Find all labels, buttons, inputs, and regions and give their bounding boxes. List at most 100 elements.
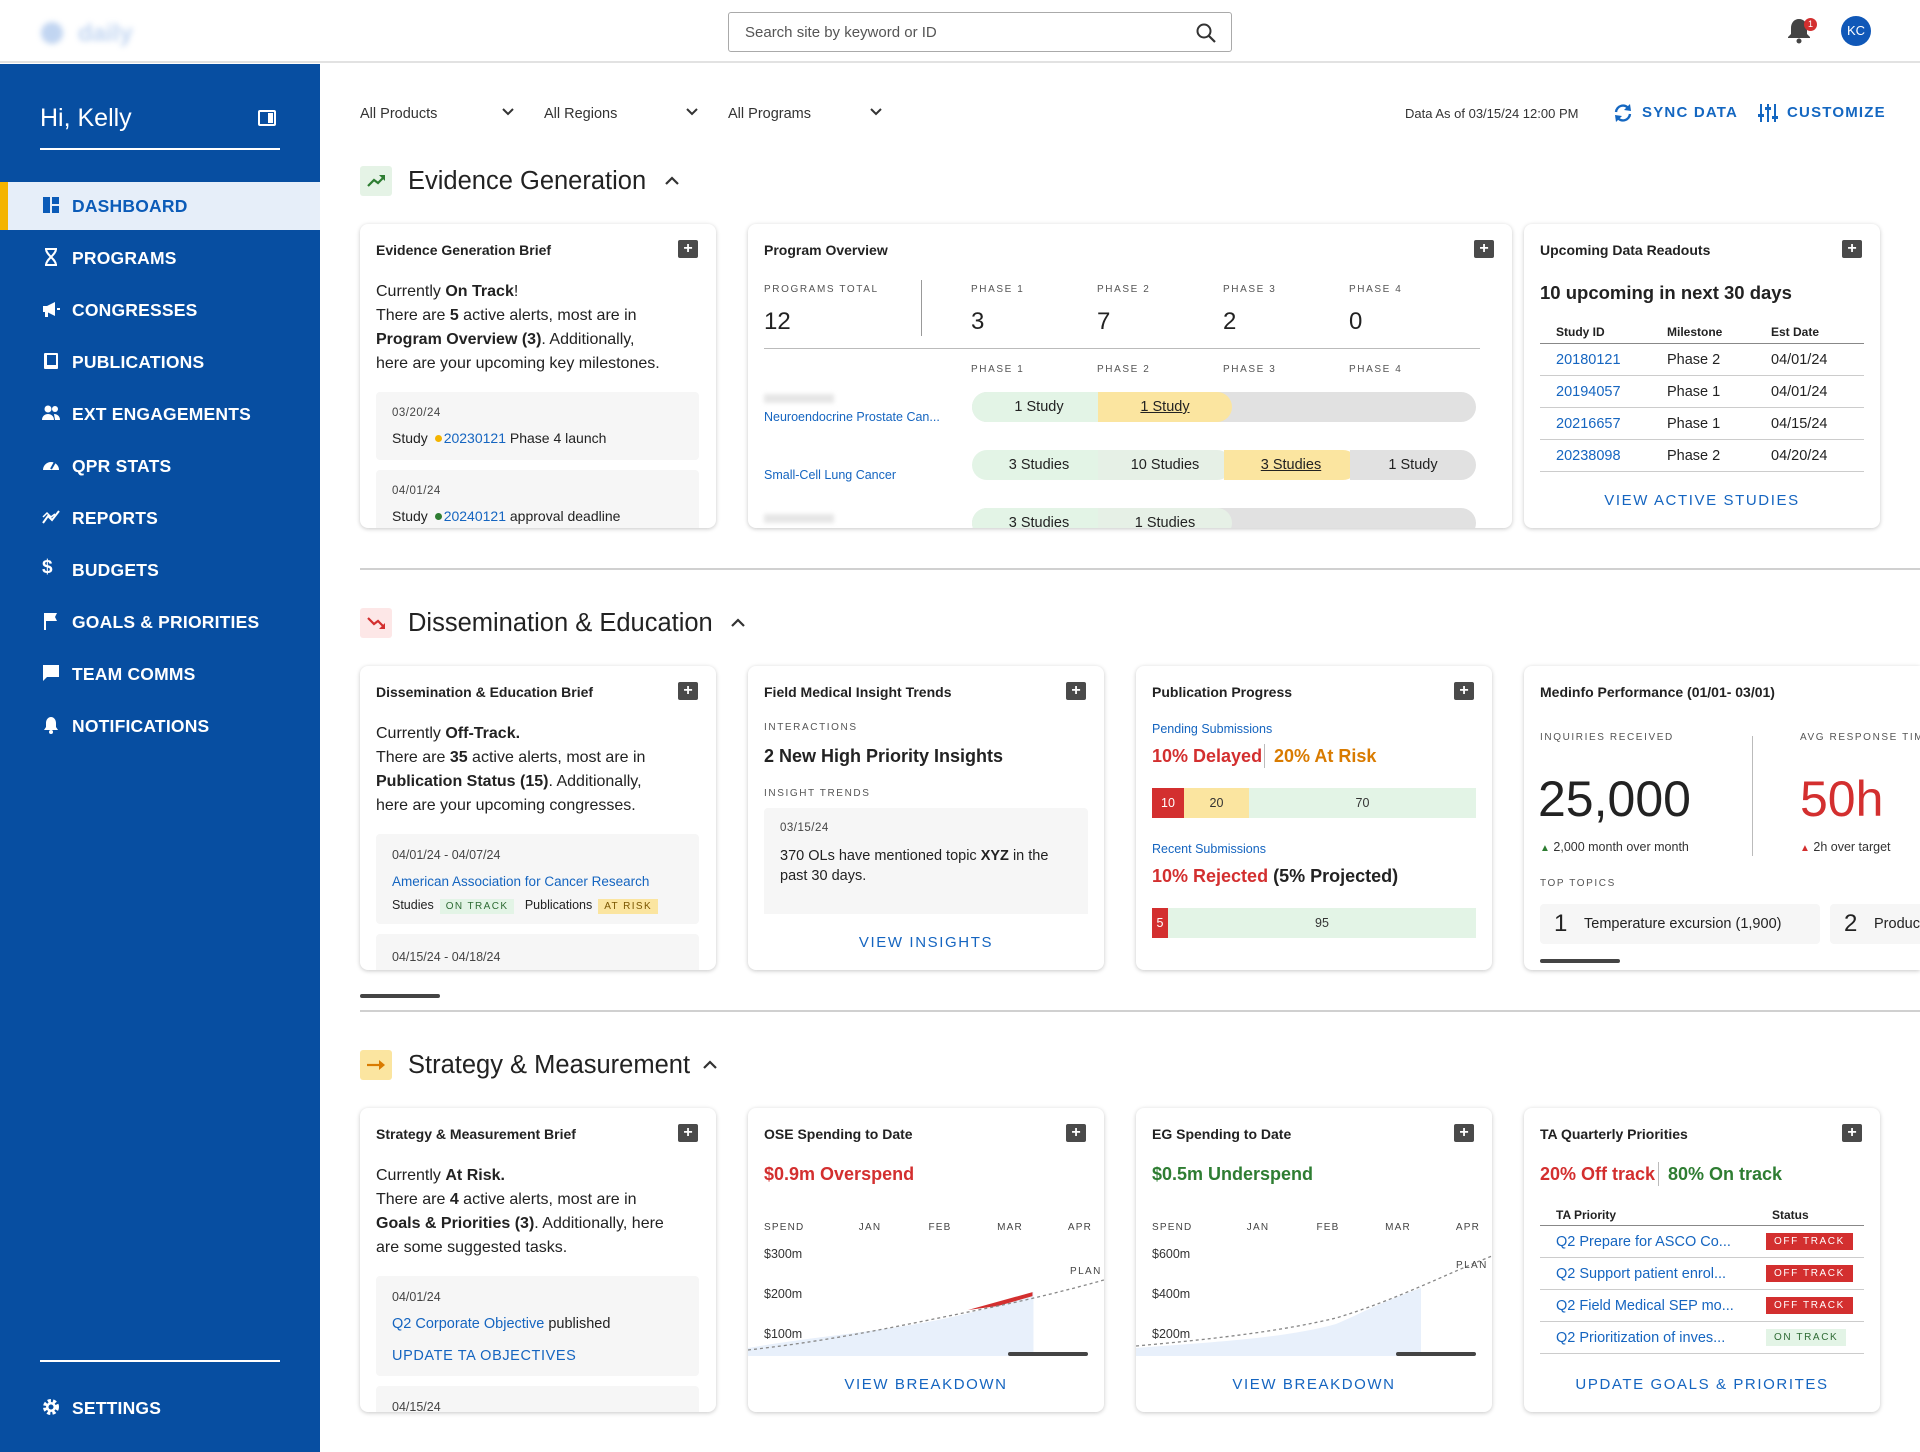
collapse-section-icon[interactable]	[662, 171, 682, 191]
sidebar-item-reports[interactable]: REPORTS	[0, 494, 320, 542]
add-comment-icon[interactable]: +	[1842, 1124, 1862, 1142]
recent-submissions-link[interactable]: Recent Submissions	[1152, 842, 1266, 856]
add-comment-icon[interactable]: +	[1066, 682, 1086, 700]
collapse-sidebar-icon[interactable]	[258, 110, 276, 126]
plan-line	[1136, 1255, 1492, 1347]
update-goals-button[interactable]: UPDATE GOALS & PRIORITES	[1575, 1376, 1829, 1393]
app-logo[interactable]: daily	[38, 18, 146, 50]
section-title: Evidence Generation	[408, 167, 647, 195]
sidebar-item-qpr-stats[interactable]: QPR STATS	[0, 442, 320, 490]
table-row: 20180121 Phase 2 04/01/24	[1540, 344, 1864, 376]
add-comment-icon[interactable]: +	[1454, 682, 1474, 700]
study-link[interactable]: 20216657	[1556, 416, 1621, 432]
study-link[interactable]: 20240121	[443, 508, 506, 524]
card-title: Field Medical Insight Trends	[764, 684, 952, 700]
inquiries-count: 25,000	[1538, 771, 1691, 827]
status-badge: OFF TRACK	[1766, 1233, 1853, 1250]
sidebar-item-dashboard[interactable]: DASHBOARD	[0, 182, 320, 230]
study-link[interactable]: 20180121	[1556, 352, 1621, 368]
sidebar-item-ext-engagements[interactable]: EXT ENGAGEMENTS	[0, 390, 320, 438]
phase-pill[interactable]: 3 Studies	[972, 450, 1106, 480]
milestone-item: 03/20/24 Study 20230121 Phase 4 launch	[376, 392, 699, 460]
search-icon[interactable]	[1195, 22, 1217, 44]
sidebar: Hi, Kelly DASHBOARD PROGRAMS CONGRESSES …	[0, 64, 320, 1452]
update-ta-objectives-button[interactable]: UPDATE TA OBJECTIVES	[392, 1348, 577, 1364]
priority-link[interactable]: Q2 Prepare for ASCO Co...	[1556, 1234, 1731, 1250]
add-comment-icon[interactable]: +	[1842, 240, 1862, 258]
phase-count: 7	[1097, 308, 1111, 335]
customize-button[interactable]: CUSTOMIZE	[1758, 104, 1886, 122]
sidebar-item-settings[interactable]: SETTINGS	[0, 1384, 320, 1432]
x-tick-label: APR	[1456, 1222, 1480, 1233]
study-link[interactable]: 20238098	[1556, 448, 1621, 464]
add-comment-icon[interactable]: +	[1474, 240, 1494, 258]
topic-item[interactable]: 1 Temperature excursion (1,900)	[1540, 904, 1820, 944]
section-scrollbar[interactable]	[360, 994, 440, 998]
study-link[interactable]: 20194057	[1556, 384, 1621, 400]
phase-pill[interactable]: 3 Studies	[1224, 450, 1358, 480]
table-row: Q2 Prepare for ASCO Co... OFF TRACK	[1540, 1226, 1864, 1258]
congress-link[interactable]: American Association for Cancer Research	[392, 874, 650, 889]
sidebar-item-programs[interactable]: PROGRAMS	[0, 234, 320, 282]
view-breakdown-button[interactable]: VIEW BREAKDOWN	[1232, 1376, 1396, 1393]
objective-link[interactable]: Q2 Corporate Objective	[392, 1316, 545, 1332]
phase-pill[interactable]: 10 Studies	[1098, 450, 1232, 480]
x-tick-label: JAN	[1247, 1222, 1270, 1233]
sidebar-item-congresses[interactable]: CONGRESSES	[0, 286, 320, 334]
priority-link[interactable]: Q2 Field Medical SEP mo...	[1556, 1298, 1734, 1314]
priority-link[interactable]: Q2 Support patient enrol...	[1556, 1266, 1727, 1282]
sidebar-item-publications[interactable]: PUBLICATIONS	[0, 338, 320, 386]
ta-priorities-card: TA Quarterly Priorities + 20% Off track …	[1524, 1108, 1880, 1412]
priority-link[interactable]: Q2 Prioritization of inves...	[1556, 1330, 1726, 1346]
gear-icon	[43, 1399, 59, 1415]
card-title: TA Quarterly Priorities	[1540, 1126, 1688, 1142]
card-title: Publication Progress	[1152, 684, 1293, 700]
add-comment-icon[interactable]: +	[678, 240, 698, 258]
add-comment-icon[interactable]: +	[678, 682, 698, 700]
x-tick-label: MAR	[997, 1222, 1023, 1233]
overspend-area	[968, 1292, 1033, 1310]
view-active-studies-button[interactable]: VIEW ACTIVE STUDIES	[1604, 492, 1800, 509]
phase-pill[interactable]: 1 Study	[972, 392, 1106, 422]
chevron-down-icon	[502, 108, 514, 116]
add-comment-icon[interactable]: +	[1066, 1124, 1086, 1142]
topics-scrollbar[interactable]	[1540, 959, 1620, 963]
bell-icon	[44, 717, 58, 734]
arrow-right-icon	[360, 1050, 392, 1080]
topic-item[interactable]: 2 Product	[1830, 904, 1920, 944]
pending-progress-bar: 10 20 70	[1152, 788, 1476, 818]
sidebar-item-notifications[interactable]: NOTIFICATIONS	[0, 702, 320, 750]
y-tick-label: $600m	[1152, 1247, 1190, 1261]
sidebar-item-budgets[interactable]: $ BUDGETS	[42, 557, 159, 580]
regions-filter[interactable]: All Regions	[544, 106, 698, 122]
sidebar-item-goals[interactable]: GOALS & PRIORITIES	[0, 598, 320, 646]
collapse-section-icon[interactable]	[700, 1055, 720, 1075]
programs-filter[interactable]: All Programs	[728, 106, 882, 122]
y-tick-label: $100m	[764, 1327, 802, 1341]
collapse-section-icon[interactable]	[728, 613, 748, 633]
status-badge: ON TRACK	[1766, 1329, 1847, 1346]
avatar[interactable]: KC	[1841, 16, 1871, 46]
search-input[interactable]: Search site by keyword or ID	[728, 12, 1232, 52]
program-link[interactable]: Neuroendocrine Prostate Can...	[764, 410, 940, 424]
view-breakdown-button[interactable]: VIEW BREAKDOWN	[844, 1376, 1008, 1393]
study-link[interactable]: 20230121	[443, 430, 506, 446]
phase-pill[interactable]: 1 Study	[1350, 450, 1476, 480]
sync-data-button[interactable]: SYNC DATA	[1614, 104, 1738, 122]
axis-label: SPEND	[1152, 1222, 1192, 1233]
phase-count: 0	[1349, 308, 1363, 335]
program-link[interactable]: Small-Cell Lung Cancer	[764, 468, 897, 482]
add-comment-icon[interactable]: +	[678, 1124, 698, 1142]
phase-pill[interactable]: 3 Studies	[972, 508, 1106, 528]
search-placeholder: Search site by keyword or ID	[745, 24, 937, 41]
card-title: Evidence Generation Brief	[376, 242, 552, 258]
sidebar-item-team-comms[interactable]: TEAM COMMS	[0, 650, 320, 698]
plan-line	[748, 1279, 1104, 1351]
add-comment-icon[interactable]: +	[1454, 1124, 1474, 1142]
chart-scrollbar	[1008, 1352, 1088, 1356]
products-filter[interactable]: All Products	[360, 106, 514, 122]
pending-submissions-link[interactable]: Pending Submissions	[1152, 722, 1273, 736]
phase-pill[interactable]: 1 Study	[1098, 392, 1232, 422]
phase-pill[interactable]: 1 Studies	[1098, 508, 1232, 528]
view-insights-button[interactable]: VIEW INSIGHTS	[858, 934, 994, 951]
